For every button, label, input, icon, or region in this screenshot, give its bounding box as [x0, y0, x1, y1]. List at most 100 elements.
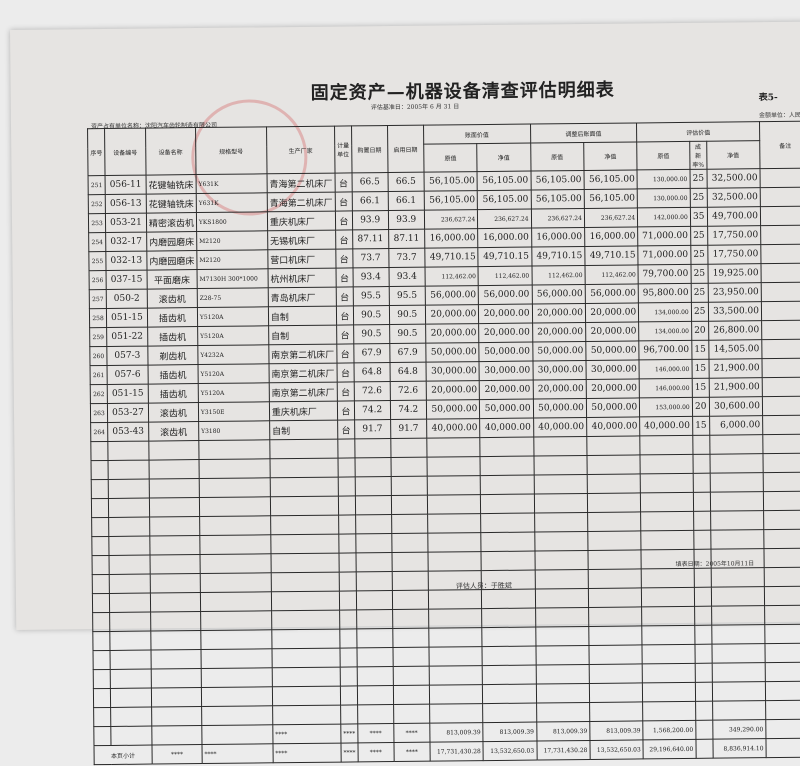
- empty-cell: [391, 514, 428, 534]
- empty-cell: [587, 549, 642, 570]
- empty-cell: [393, 704, 430, 724]
- cell-use: 66.5: [387, 172, 425, 192]
- cell-name: 插齿机: [148, 383, 199, 404]
- cell-unit: 台: [335, 248, 353, 269]
- empty-cell: [534, 569, 589, 590]
- cell-unit: 台: [336, 305, 354, 326]
- empty-cell: [199, 496, 271, 517]
- cell-model: M7130H 300*1000: [196, 268, 269, 289]
- cell-bo: 16,000.00: [424, 228, 479, 249]
- empty-cell: [640, 473, 694, 493]
- empty-cell: [763, 491, 800, 511]
- empty-cell: [199, 553, 272, 574]
- cell-buy: 72.6: [354, 381, 390, 401]
- empty-cell: [338, 495, 356, 516]
- empty-cell: [481, 589, 536, 609]
- empty-cell: [692, 454, 710, 474]
- page-title: 固定资产—机器设备清查评估明细表: [310, 79, 615, 104]
- header-book: 账面价值: [423, 124, 531, 145]
- empty-cell: [533, 474, 588, 495]
- cell-eo: 79,700.00: [638, 264, 691, 284]
- empty-cell: [642, 663, 696, 683]
- empty-cell: [693, 568, 712, 588]
- empty-cell: [272, 705, 341, 725]
- cell-name: 精密滚齿机: [146, 212, 197, 233]
- total-bo: 17,731,430.28: [429, 741, 484, 762]
- cell-eo: 142,000.00: [637, 207, 691, 227]
- empty-cell: [392, 647, 430, 667]
- cell-name: 花键轴铣床: [146, 193, 197, 214]
- empty-cell: [356, 571, 392, 591]
- empty-cell: [534, 588, 589, 609]
- total-ao: 813,009.39: [536, 721, 590, 742]
- empty-cell: [765, 681, 800, 701]
- empty-cell: [764, 605, 800, 625]
- total-ao: 17,731,430.28: [536, 740, 591, 761]
- empty-cell: [270, 477, 339, 497]
- cell-unit: 台: [336, 324, 354, 345]
- empty-cell: [480, 475, 534, 495]
- cell-maker: 自制: [269, 420, 338, 440]
- empty-cell: [641, 587, 695, 607]
- stars-cell: ****: [201, 743, 274, 764]
- empty-cell: [355, 495, 392, 515]
- empty-cell: [535, 664, 590, 685]
- empty-cell: [356, 609, 393, 629]
- empty-cell: [201, 686, 273, 707]
- empty-cell: [427, 532, 482, 553]
- cell-bn: 112,462.00: [478, 266, 532, 286]
- cell-remark: [761, 320, 800, 340]
- cell-rate: 25: [689, 169, 707, 189]
- cell-unit: 台: [335, 229, 353, 250]
- empty-cell: [91, 479, 109, 499]
- cell-remark: [760, 263, 800, 283]
- cell-code: 053-21: [105, 213, 147, 233]
- empty-cell: [271, 572, 340, 592]
- header-book-net: 净值: [476, 143, 531, 172]
- cell-remark: [760, 225, 800, 245]
- empty-cell: [535, 683, 590, 704]
- empty-cell: [533, 455, 588, 476]
- empty-cell: [356, 647, 393, 667]
- empty-cell: [149, 554, 201, 575]
- empty-cell: [355, 533, 392, 553]
- empty-cell: [271, 610, 340, 630]
- empty-cell: [201, 705, 273, 726]
- cell-bn: 49,710.15: [478, 247, 532, 267]
- empty-cell: [93, 726, 112, 746]
- cell-ao: 236,627.24: [530, 208, 585, 229]
- cell-ao: 112,462.00: [531, 265, 586, 286]
- empty-cell: [533, 436, 587, 457]
- cell-code: 032-17: [105, 232, 147, 252]
- empty-cell: [108, 498, 150, 518]
- cell-an: 50,000.00: [585, 340, 640, 361]
- cell-ao: 20,000.00: [532, 379, 587, 400]
- empty-cell: [710, 510, 764, 531]
- cell-code: 037-15: [106, 270, 148, 290]
- empty-cell: [480, 437, 534, 457]
- cell-code: 056-11: [105, 175, 147, 195]
- cell-maker: 营口机床厂: [267, 249, 336, 269]
- cell-seq: 251: [88, 175, 106, 195]
- cell-an: 30,000.00: [585, 359, 640, 380]
- stars-cell: ****: [357, 723, 394, 743]
- empty-cell: [151, 706, 202, 727]
- cell-maker: 南京第二机床厂: [268, 363, 338, 383]
- empty-cell: [640, 492, 694, 512]
- header-seq: 序号: [87, 128, 106, 176]
- cell-model: Y3150E: [198, 401, 270, 422]
- cell-eo: 134,000.00: [638, 302, 692, 322]
- empty-cell: [149, 478, 200, 499]
- empty-cell: [709, 434, 763, 455]
- cell-unit: 台: [335, 191, 353, 212]
- empty-cell: [427, 475, 481, 496]
- cell-ao: 20,000.00: [532, 322, 586, 343]
- stars-cell: ****: [357, 742, 394, 762]
- empty-cell: [357, 685, 394, 705]
- cell-code: 032-13: [105, 251, 147, 271]
- empty-cell: [588, 644, 643, 665]
- cell-bo: 56,000.00: [425, 285, 479, 306]
- cell-model: Y631K: [195, 173, 268, 194]
- cell-maker: 青海第二机床厂: [267, 192, 336, 212]
- empty-cell: [392, 685, 430, 705]
